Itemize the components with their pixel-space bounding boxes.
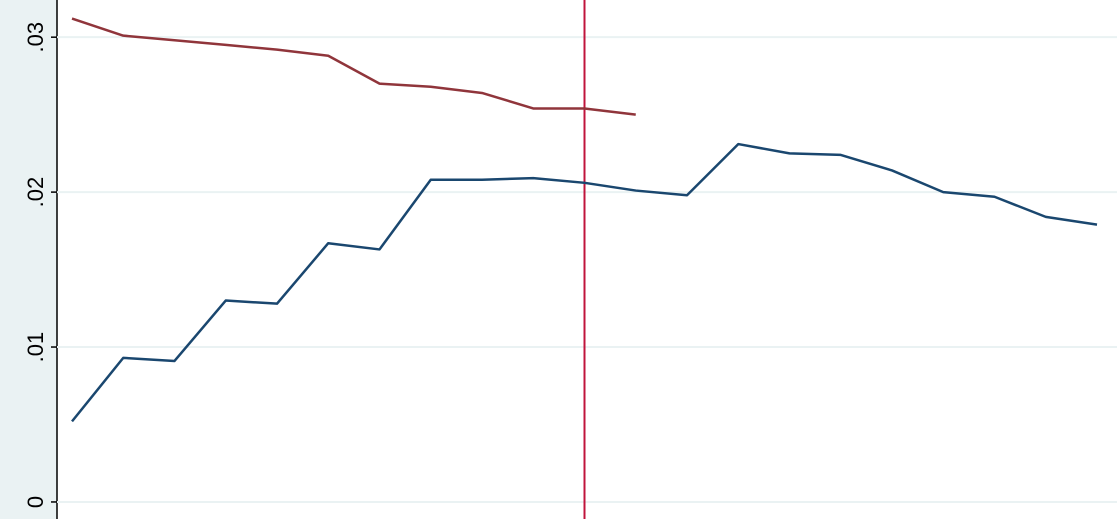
y-tick-label: 0	[23, 496, 48, 508]
y-tick-label: .01	[23, 332, 48, 363]
series-line	[71, 142, 1098, 423]
y-tick-label: .02	[23, 177, 48, 208]
series-line	[71, 17, 636, 116]
plot-area	[57, 0, 1117, 519]
y-tick-label: .03	[23, 22, 48, 53]
